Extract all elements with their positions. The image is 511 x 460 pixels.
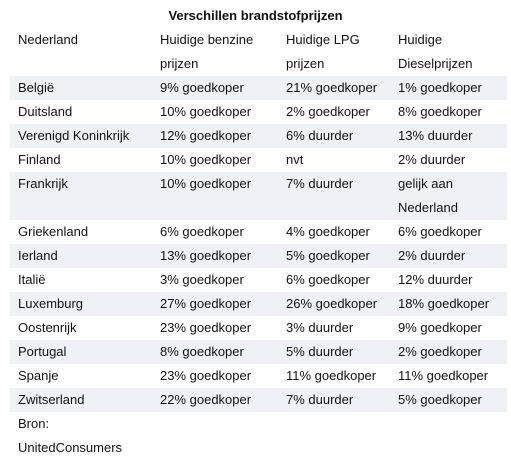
table-cell-diesel: 18% goedkoper	[390, 292, 507, 316]
header-benzine: Huidige benzine prijzen	[160, 32, 254, 71]
table-row: België 9% goedkoper 21% goedkoper 1% goedko…	[10, 76, 507, 100]
table-cell-lpg: 3% duurder	[286, 320, 354, 335]
header-country: Nederland	[18, 32, 78, 47]
source-name: UnitedConsumers	[18, 440, 123, 455]
table-cell-benzine: 12% goedkoper	[152, 124, 278, 148]
table-cell-diesel: 6% goedkoper	[398, 224, 482, 239]
table-row: Zwitserland 22% goedkoper 7% duurder 5% goe…	[10, 388, 507, 412]
table-cell-country: Frankrijk	[10, 172, 152, 220]
table-cell-diesel: 2% goedkoper	[390, 340, 507, 364]
table-cell-diesel: 2% duurder	[390, 244, 507, 268]
table-cell-benzine: 13% goedkoper	[152, 244, 278, 268]
table-cell-diesel: 5% goedkoper	[390, 388, 507, 412]
table-cell-diesel: 1% goedkoper	[390, 76, 507, 100]
table-row: Spanje 23% goedkoper 11% goedkoper 11% goed…	[10, 364, 507, 388]
table-cell-benzine: 23% goedkoper	[160, 368, 252, 383]
table-row: Frankrijk 10% goedkoper 7% duurder gelijk a…	[10, 172, 507, 220]
source-label: Bron:	[18, 416, 50, 431]
table-cell-lpg: 21% goedkoper	[278, 76, 390, 100]
table-cell-diesel: gelijk aan Nederland	[390, 172, 507, 220]
table-cell-diesel: 2% duurder	[398, 152, 466, 167]
table-cell-lpg: 2% goedkoper	[286, 104, 370, 119]
table-row: Italië 3% goedkoper 6% goedkoper 12% duurde…	[10, 268, 507, 292]
table-row: Oostenrijk 23% goedkoper 3% duurder 9% goed…	[10, 316, 507, 340]
table-cell-country: Verenigd Koninkrijk	[10, 124, 152, 148]
table-cell-country: Zwitserland	[10, 388, 152, 412]
table-cell-benzine: 10% goedkoper	[160, 152, 252, 167]
table-row: Griekenland 6% goedkoper 4% goedkoper 6% go…	[10, 220, 507, 244]
table-cell-diesel: 8% goedkoper	[398, 104, 482, 119]
table-cell-lpg: nvt	[286, 152, 304, 167]
table-cell-lpg: 6% goedkoper	[286, 272, 370, 287]
table-body: België 9% goedkoper 21% goedkoper 1% goedko…	[10, 76, 507, 412]
table-cell-country: Portugal	[10, 340, 152, 364]
table-cell-country: Oostenrijk	[18, 320, 77, 335]
table-row: Verenigd Koninkrijk 12% goedkoper 6% duurd…	[10, 124, 507, 148]
table-cell-country: Italië	[18, 272, 46, 287]
table-title: Verschillen brandstofprijzen	[168, 8, 343, 23]
table-row: Finland 10% goedkoper nvt 2% duurder	[10, 148, 507, 172]
table-row: Luxemburg 27% goedkoper 26% goedkoper 18% g…	[10, 292, 507, 316]
header-diesel: Huidige Dieselprijzen	[398, 32, 473, 71]
table-cell-lpg: 11% goedkoper	[286, 368, 377, 383]
table-cell-country: Finland	[18, 152, 61, 167]
table-row: Portugal 8% goedkoper 5% duurder 2% goedkop…	[10, 340, 507, 364]
source-note: Bron: UnitedConsumers	[18, 412, 122, 460]
table-cell-lpg: 7% duurder	[278, 172, 390, 220]
fuel-price-table: Nederland Huidige benzine prijzen Huidig…	[10, 28, 507, 412]
table-cell-benzine: 8% goedkoper	[152, 340, 278, 364]
table-cell-country: Spanje	[18, 368, 59, 383]
table-cell-lpg: 4% goedkoper	[286, 224, 370, 239]
table-cell-benzine: 10% goedkoper	[160, 104, 252, 119]
table-cell-lpg: 7% duurder	[278, 388, 390, 412]
table-cell-country: Duitsland	[18, 104, 73, 119]
table-cell-country: België	[10, 76, 152, 100]
table-cell-country: Ierland	[10, 244, 152, 268]
header-lpg: Huidige LPG prijzen	[286, 32, 360, 71]
table-cell-diesel: 13% duurder	[390, 124, 507, 148]
table-cell-diesel: 9% goedkoper	[398, 320, 482, 335]
table-cell-lpg: 6% duurder	[278, 124, 390, 148]
table-cell-benzine: 3% goedkoper	[160, 272, 244, 287]
table-cell-diesel: 12% duurder	[398, 272, 473, 287]
table-cell-benzine: 6% goedkoper	[160, 224, 244, 239]
table-cell-benzine: 22% goedkoper	[152, 388, 278, 412]
table-cell-lpg: 5% duurder	[278, 340, 390, 364]
table-cell-benzine: 27% goedkoper	[152, 292, 278, 316]
table-cell-country: Griekenland	[18, 224, 89, 239]
table-row: Ierland 13% goedkoper 5% goedkoper 2% duurd…	[10, 244, 507, 268]
table-cell-diesel: 11% goedkoper	[398, 368, 489, 383]
table-cell-lpg: 5% goedkoper	[278, 244, 390, 268]
table-cell-lpg: 26% goedkoper	[278, 292, 390, 316]
table-cell-country: Luxemburg	[10, 292, 152, 316]
table-cell-benzine: 10% goedkoper	[152, 172, 278, 220]
table-row: Duitsland 10% goedkoper 2% goedkoper 8% goe…	[10, 100, 507, 124]
table-header-row: Nederland Huidige benzine prijzen Huidig…	[10, 28, 507, 76]
table-cell-benzine: 23% goedkoper	[160, 320, 252, 335]
table-cell-benzine: 9% goedkoper	[152, 76, 278, 100]
